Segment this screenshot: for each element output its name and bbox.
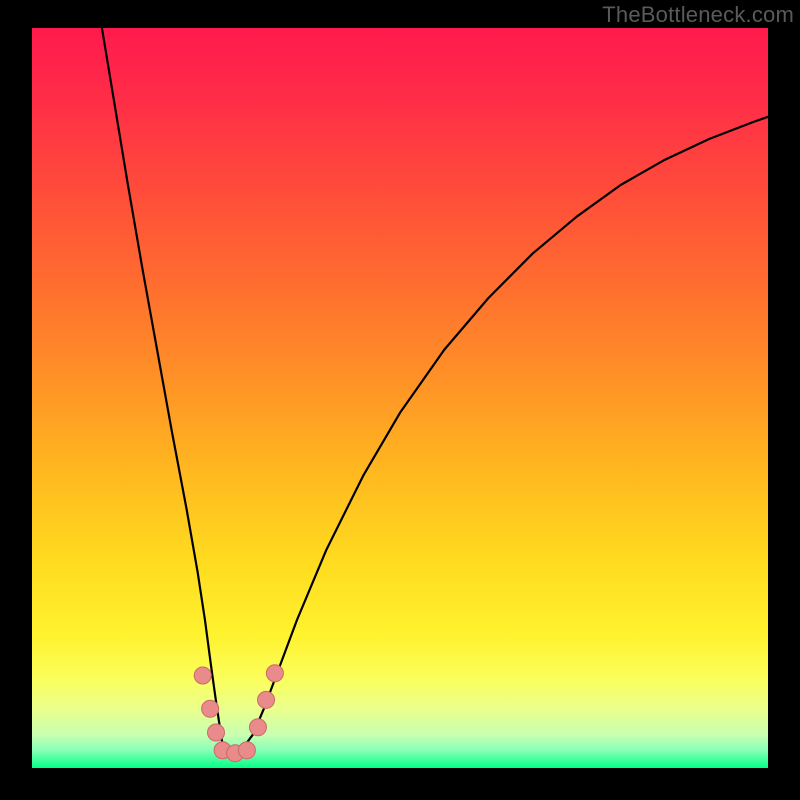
plot-gradient-background [32, 28, 768, 768]
chart-container: TheBottleneck.com [0, 0, 800, 800]
watermark-text: TheBottleneck.com [602, 2, 794, 28]
